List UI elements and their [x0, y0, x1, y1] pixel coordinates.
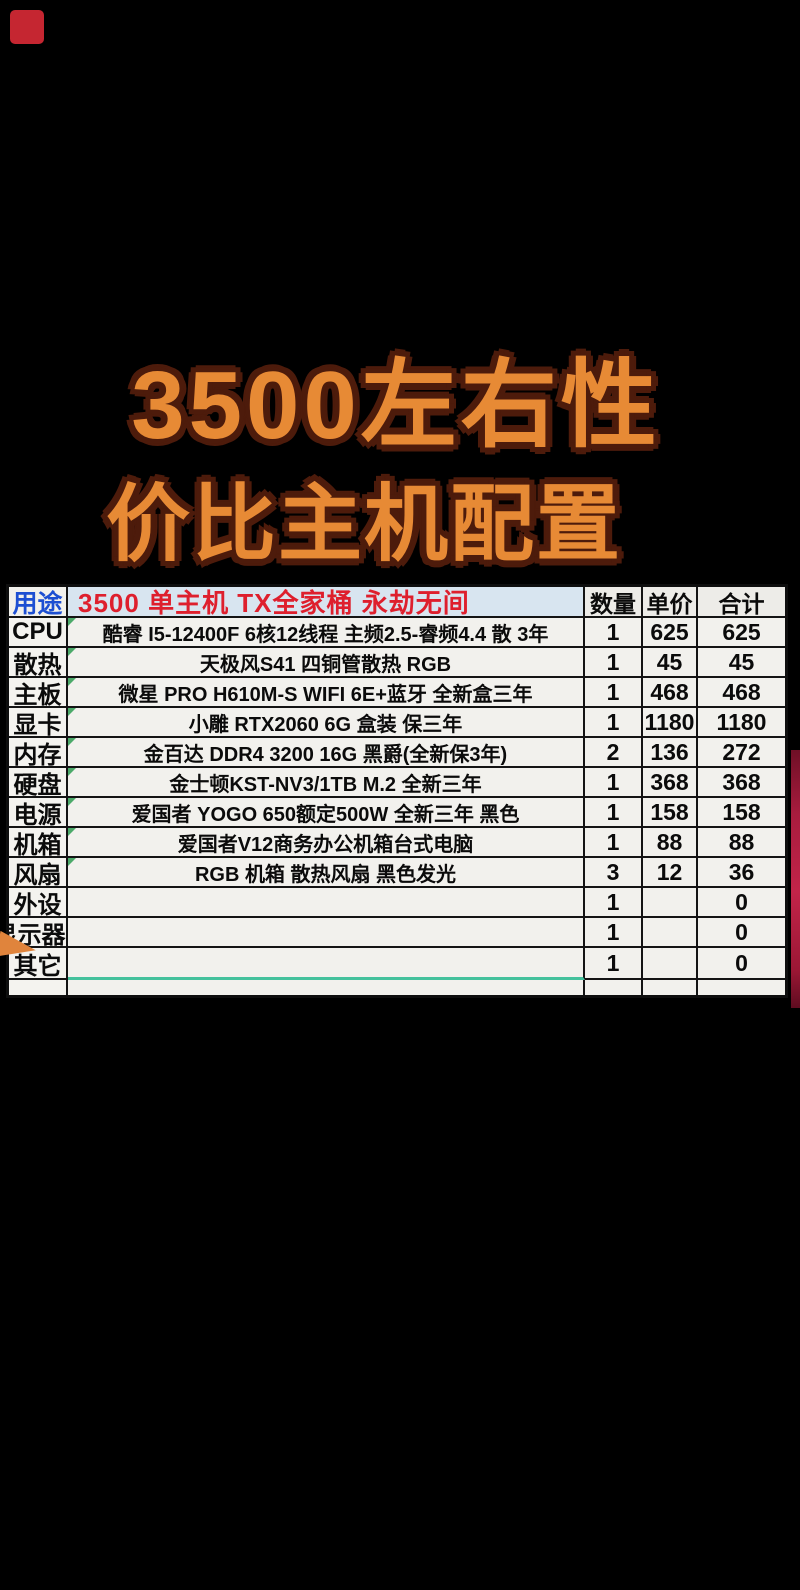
row-unit-price: 468	[643, 678, 698, 708]
page-title: 3500左右性 价比主机配置	[0, 356, 800, 568]
cell-corner-mark	[68, 678, 76, 686]
row-description-text: 酷睿 I5-12400F 6核12线程 主频2.5-睿频4.4 散 3年	[102, 623, 549, 646]
row-category: 机箱	[9, 828, 68, 858]
row-unit-price: 158	[643, 798, 698, 828]
row-category: 硬盘	[9, 768, 68, 798]
row-description: 金士顿KST-NV3/1TB M.2 全新三年	[68, 768, 585, 798]
row-qty: 1	[585, 948, 643, 980]
row-qty: 1	[585, 918, 643, 948]
cell-corner-mark	[68, 708, 76, 716]
row-category: 散热	[9, 648, 68, 678]
row-description-text: 金百达 DDR4 3200 16G 黑爵(全新保3年)	[143, 743, 508, 766]
row-category: CPU	[9, 618, 68, 648]
header-total: 合计	[698, 587, 785, 618]
row-qty: 1	[585, 708, 643, 738]
row-unit-price: 368	[643, 768, 698, 798]
row-category: 内存	[9, 738, 68, 768]
row-total: 0	[698, 888, 785, 918]
row-unit-price	[643, 888, 698, 918]
cell-corner-mark	[68, 618, 76, 626]
row-qty: 1	[585, 648, 643, 678]
row-description: 小雕 RTX2060 6G 盒装 保三年	[68, 708, 585, 738]
row-qty: 3	[585, 858, 643, 888]
row-qty: 1	[585, 678, 643, 708]
header-unit-price: 单价	[643, 587, 698, 618]
row-description: 酷睿 I5-12400F 6核12线程 主频2.5-睿频4.4 散 3年	[68, 618, 585, 648]
title-line-2: 价比主机配置	[105, 476, 622, 571]
row-description-text: 微星 PRO H610M-S WIFI 6E+蓝牙 全新盒三年	[118, 683, 533, 706]
row-description: 爱国者V12商务办公机箱台式电脑	[68, 828, 585, 858]
row-total: 1180	[698, 708, 785, 738]
row-total: 88	[698, 828, 785, 858]
row-description	[68, 888, 585, 918]
row-total: 625	[698, 618, 785, 648]
row-unit-price: 12	[643, 858, 698, 888]
row-total: 272	[698, 738, 785, 768]
row-description	[68, 948, 585, 980]
row-category: 主板	[9, 678, 68, 708]
row-description-text: RGB 机箱 散热风扇 黑色发光	[194, 863, 457, 886]
row-description: 爱国者 YOGO 650额定500W 全新三年 黑色	[68, 798, 585, 828]
row-total: 0	[698, 918, 785, 948]
cell-corner-mark	[68, 858, 76, 866]
row-category: 显示器	[9, 918, 68, 949]
row-unit-price: 625	[643, 618, 698, 648]
row-total: 36	[698, 858, 785, 888]
row-qty: 1	[585, 798, 643, 828]
table-grid: 用途 3500 单主机 TX全家桶 永劫无间 数量 单价 合计 CPU 酷睿 I…	[9, 587, 785, 995]
row-description-text: 小雕 RTX2060 6G 盒装 保三年	[188, 713, 463, 736]
orange-pointer-icon	[0, 930, 38, 964]
row-unit-price: 45	[643, 648, 698, 678]
row-unit-price: 88	[643, 828, 698, 858]
header-category: 用途	[9, 587, 68, 618]
row-qty: 2	[585, 738, 643, 768]
cell-corner-mark	[68, 798, 76, 806]
row-description	[68, 918, 585, 948]
row-total: 468	[698, 678, 785, 708]
spreadsheet-table: 用途 3500 单主机 TX全家桶 永劫无间 数量 单价 合计 CPU 酷睿 I…	[6, 584, 788, 998]
row-unit-price: 1180	[643, 708, 698, 738]
row-qty: 1	[585, 618, 643, 648]
empty-cell	[68, 980, 585, 995]
row-category: 电源	[9, 798, 68, 828]
empty-cell	[643, 980, 698, 995]
row-total: 368	[698, 768, 785, 798]
empty-cell	[9, 980, 68, 995]
header-qty: 数量	[585, 587, 643, 618]
row-qty: 1	[585, 828, 643, 858]
row-total: 0	[698, 948, 785, 980]
empty-cell	[698, 980, 785, 995]
row-unit-price	[643, 948, 698, 980]
row-description: 天极风S41 四铜管散热 RGB	[68, 648, 585, 678]
row-description-text: 天极风S41 四铜管散热 RGB	[199, 653, 452, 676]
row-category: 显卡	[9, 708, 68, 738]
row-qty: 1	[585, 888, 643, 918]
cell-corner-mark	[68, 648, 76, 656]
row-description-text: 爱国者 YOGO 650额定500W 全新三年 黑色	[131, 803, 520, 826]
cell-corner-mark	[68, 768, 76, 776]
row-description: RGB 机箱 散热风扇 黑色发光	[68, 858, 585, 888]
row-category: 外设	[9, 888, 68, 918]
row-total: 158	[698, 798, 785, 828]
row-unit-price	[643, 918, 698, 948]
cell-corner-mark	[68, 828, 76, 836]
row-category: 其它	[9, 948, 68, 980]
row-unit-price: 136	[643, 738, 698, 768]
empty-cell	[585, 980, 643, 995]
row-category: 风扇	[9, 858, 68, 888]
row-description: 微星 PRO H610M-S WIFI 6E+蓝牙 全新盒三年	[68, 678, 585, 708]
row-description: 金百达 DDR4 3200 16G 黑爵(全新保3年)	[68, 738, 585, 768]
row-description-text: 爱国者V12商务办公机箱台式电脑	[177, 833, 474, 856]
cell-corner-mark	[68, 738, 76, 746]
row-total: 45	[698, 648, 785, 678]
row-qty: 1	[585, 768, 643, 798]
title-line-1: 3500左右性	[131, 352, 661, 459]
red-corner-badge	[10, 10, 44, 44]
red-side-bar	[791, 750, 800, 1008]
header-description: 3500 单主机 TX全家桶 永劫无间	[68, 587, 585, 618]
row-description-text: 金士顿KST-NV3/1TB M.2 全新三年	[169, 773, 482, 796]
